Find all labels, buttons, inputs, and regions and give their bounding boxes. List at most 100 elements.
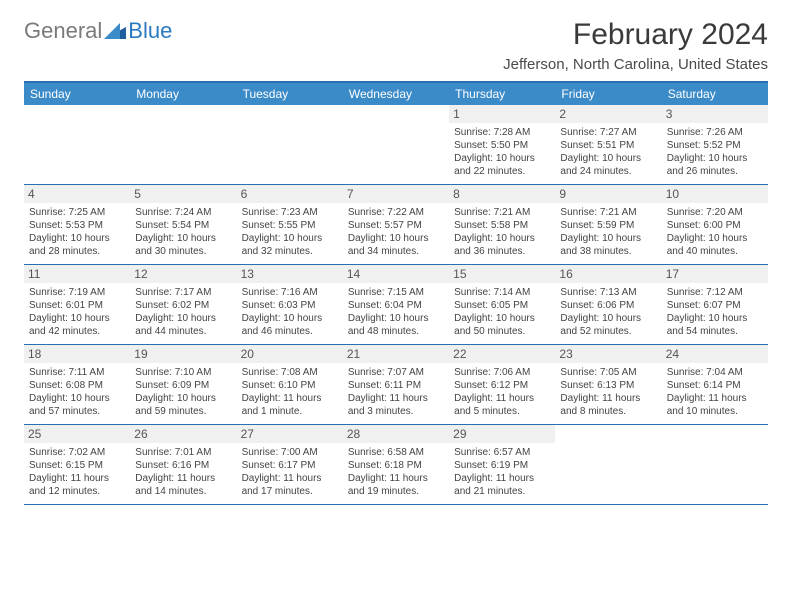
sunrise-text: Sunrise: 7:20 AM [667,206,763,219]
day-number: 21 [343,345,449,363]
week-row: 18 Sunrise: 7:11 AMSunset: 6:08 PMDayligh… [24,345,768,425]
day-number: 5 [130,185,236,203]
sunrise-text: Sunrise: 7:01 AM [135,446,231,459]
day-cell: 29Sunrise: 6:57 AMSunset: 6:19 PMDayligh… [449,425,555,504]
week-row: 25Sunrise: 7:02 AMSunset: 6:15 PMDayligh… [24,425,768,505]
sunrise-text: Sunrise: 7:10 AM [135,366,231,379]
sunset-text: Sunset: 6:15 PM [29,459,125,472]
week-row: ....1Sunrise: 7:28 AMSunset: 5:50 PMDayl… [24,105,768,185]
sunset-text: Sunset: 5:55 PM [242,219,338,232]
day-info: Sunrise: 7:16 AMSunset: 6:03 PMDaylight:… [242,286,338,338]
logo-text-blue: Blue [128,18,172,44]
day-cell: 9Sunrise: 7:21 AMSunset: 5:59 PMDaylight… [555,185,661,264]
day-cell: 22Sunrise: 7:06 AMSunset: 6:12 PMDayligh… [449,345,555,424]
daylight-text: Daylight: 10 hours and 36 minutes. [454,232,550,258]
day-number: 25 [24,425,130,443]
day-info: Sunrise: 7:10 AMSunset: 6:09 PMDaylight:… [135,366,231,418]
day-cell: . [24,105,130,184]
sunset-text: Sunset: 5:51 PM [560,139,656,152]
day-info: Sunrise: 7:00 AMSunset: 6:17 PMDaylight:… [242,446,338,498]
day-cell: 14Sunrise: 7:15 AMSunset: 6:04 PMDayligh… [343,265,449,344]
day-info: Sunrise: 6:57 AMSunset: 6:19 PMDaylight:… [454,446,550,498]
day-cell: 19Sunrise: 7:10 AMSunset: 6:09 PMDayligh… [130,345,236,424]
week-row: 4Sunrise: 7:25 AMSunset: 5:53 PMDaylight… [24,185,768,265]
daylight-text: Daylight: 10 hours and 26 minutes. [667,152,763,178]
sunset-text: Sunset: 6:07 PM [667,299,763,312]
day-number: 6 [237,185,343,203]
daylight-text: Daylight: 10 hours and 24 minutes. [560,152,656,178]
sunrise-text: Sunrise: 7:15 AM [348,286,444,299]
day-number: 1 [449,105,555,123]
day-number: 10 [662,185,768,203]
day-cell: 10Sunrise: 7:20 AMSunset: 6:00 PMDayligh… [662,185,768,264]
day-info: Sunrise: 7:02 AMSunset: 6:15 PMDaylight:… [29,446,125,498]
sunrise-text: Sunrise: 7:24 AM [135,206,231,219]
sunrise-text: Sunrise: 7:08 AM [242,366,338,379]
day-cell: 27Sunrise: 7:00 AMSunset: 6:17 PMDayligh… [237,425,343,504]
sunrise-text: Sunrise: 7:26 AM [667,126,763,139]
day-number: 4 [24,185,130,203]
sunset-text: Sunset: 6:02 PM [135,299,231,312]
day-info: Sunrise: 7:22 AMSunset: 5:57 PMDaylight:… [348,206,444,258]
day-number: 24 [662,345,768,363]
sunrise-text: Sunrise: 7:06 AM [454,366,550,379]
daylight-text: Daylight: 11 hours and 10 minutes. [667,392,763,418]
week-row: 11Sunrise: 7:19 AMSunset: 6:01 PMDayligh… [24,265,768,345]
sunset-text: Sunset: 6:14 PM [667,379,763,392]
day-info: Sunrise: 7:01 AMSunset: 6:16 PMDaylight:… [135,446,231,498]
sunrise-text: Sunrise: 7:02 AM [29,446,125,459]
day-info: Sunrise: 7:05 AMSunset: 6:13 PMDaylight:… [560,366,656,418]
page-header: General Blue February 2024 Jefferson, No… [24,18,768,73]
header-sunday: Sunday [24,83,130,105]
day-info: Sunrise: 7:23 AMSunset: 5:55 PMDaylight:… [242,206,338,258]
sunrise-text: Sunrise: 7:07 AM [348,366,444,379]
header-saturday: Saturday [662,83,768,105]
day-cell: 5 Sunrise: 7:24 AMSunset: 5:54 PMDaylight… [130,185,236,264]
day-info: Sunrise: 7:08 AMSunset: 6:10 PMDaylight:… [242,366,338,418]
day-cell: 11Sunrise: 7:19 AMSunset: 6:01 PMDayligh… [24,265,130,344]
sunrise-text: Sunrise: 7:17 AM [135,286,231,299]
sunset-text: Sunset: 6:17 PM [242,459,338,472]
sunrise-text: Sunrise: 7:14 AM [454,286,550,299]
logo-arrow-icon [104,23,126,39]
day-info: Sunrise: 7:24 AMSunset: 5:54 PMDaylight:… [135,206,231,258]
day-number: 16 [555,265,661,283]
sunrise-text: Sunrise: 7:12 AM [667,286,763,299]
day-info: Sunrise: 7:04 AMSunset: 6:14 PMDaylight:… [667,366,763,418]
sunset-text: Sunset: 6:06 PM [560,299,656,312]
day-number: 28 [343,425,449,443]
day-info: Sunrise: 7:21 AMSunset: 5:58 PMDaylight:… [454,206,550,258]
sunrise-text: Sunrise: 7:00 AM [242,446,338,459]
sunset-text: Sunset: 5:57 PM [348,219,444,232]
calendar-grid: Sunday Monday Tuesday Wednesday Thursday… [24,81,768,505]
day-info: Sunrise: 7:11 AMSunset: 6:08 PMDaylight:… [29,366,125,418]
sunset-text: Sunset: 6:05 PM [454,299,550,312]
day-info: Sunrise: 6:58 AMSunset: 6:18 PMDaylight:… [348,446,444,498]
logo: General Blue [24,18,172,44]
day-cell: . [237,105,343,184]
day-cell: 17Sunrise: 7:12 AMSunset: 6:07 PMDayligh… [662,265,768,344]
daylight-text: Daylight: 10 hours and 44 minutes. [135,312,231,338]
daylight-text: Daylight: 11 hours and 21 minutes. [454,472,550,498]
sunrise-text: Sunrise: 7:04 AM [667,366,763,379]
sunset-text: Sunset: 5:50 PM [454,139,550,152]
day-cell: 25 Sunrise: 7:02 AMSunset: 6:15 PMDayligh… [24,425,130,504]
day-cell: 8 Sunrise: 7:21 AMSunset: 5:58 PMDaylight… [449,185,555,264]
day-cell: 15Sunrise: 7:14 AMSunset: 6:05 PMDayligh… [449,265,555,344]
day-number: 18 [24,345,130,363]
month-title: February 2024 [503,18,768,52]
header-friday: Friday [555,83,661,105]
day-cell: 18 Sunrise: 7:11 AMSunset: 6:08 PMDayligh… [24,345,130,424]
day-cell: 23Sunrise: 7:05 AMSunset: 6:13 PMDayligh… [555,345,661,424]
sunset-text: Sunset: 6:10 PM [242,379,338,392]
weeks-container: ....1Sunrise: 7:28 AMSunset: 5:50 PMDayl… [24,105,768,505]
sunset-text: Sunset: 6:12 PM [454,379,550,392]
daylight-text: Daylight: 10 hours and 52 minutes. [560,312,656,338]
sunrise-text: Sunrise: 7:19 AM [29,286,125,299]
sunrise-text: Sunrise: 7:13 AM [560,286,656,299]
day-cell: . [555,425,661,504]
header-wednesday: Wednesday [343,83,449,105]
day-number: 8 [449,185,555,203]
day-cell: 2Sunrise: 7:27 AMSunset: 5:51 PMDaylight… [555,105,661,184]
sunset-text: Sunset: 6:11 PM [348,379,444,392]
